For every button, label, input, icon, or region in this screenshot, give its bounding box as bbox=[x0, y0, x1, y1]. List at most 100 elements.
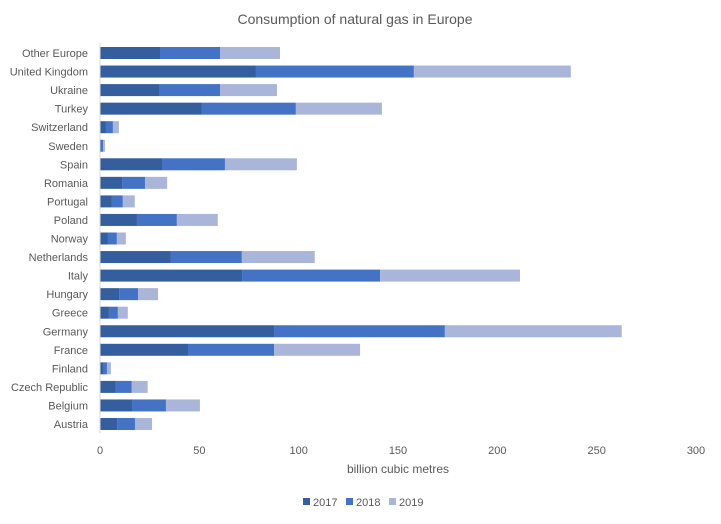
category-label: Italy bbox=[68, 271, 89, 283]
category-label: Romania bbox=[44, 178, 89, 190]
category-label: Netherlands bbox=[29, 252, 89, 264]
bar-norway-2019 bbox=[116, 232, 126, 245]
bar-italy-2018 bbox=[242, 269, 381, 282]
bar-finland-2019 bbox=[106, 362, 111, 375]
x-tick-label: 250 bbox=[587, 445, 605, 457]
bar-sweden-2019 bbox=[102, 139, 105, 152]
bar-sweden-2018 bbox=[100, 139, 103, 152]
bar-romania-2018 bbox=[122, 176, 146, 189]
bar-hungary-2017 bbox=[100, 288, 120, 301]
bar-united-kingdom-2019 bbox=[413, 65, 571, 78]
bar-germany-2019 bbox=[444, 325, 622, 338]
bar-spain-2019 bbox=[224, 158, 297, 171]
category-label: Norway bbox=[51, 234, 89, 246]
bar-portugal-2018 bbox=[111, 195, 123, 208]
bar-finland-2017 bbox=[100, 362, 103, 375]
bar-ukraine-2018 bbox=[159, 84, 220, 97]
bar-germany-2017 bbox=[100, 325, 275, 338]
bar-finland-2018 bbox=[102, 362, 107, 375]
chart-title: Consumption of natural gas in Europe bbox=[237, 11, 472, 27]
legend-label: 2017 bbox=[313, 497, 337, 509]
bar-turkey-2017 bbox=[100, 102, 202, 115]
category-label: Greece bbox=[52, 308, 88, 320]
bar-switzerland-2018 bbox=[105, 121, 113, 134]
bar-germany-2018 bbox=[274, 325, 445, 338]
category-label: United Kingdom bbox=[10, 67, 88, 79]
x-tick-label: 0 bbox=[97, 445, 103, 457]
bar-austria-2019 bbox=[134, 418, 153, 430]
bar-other-europe-2017 bbox=[100, 47, 160, 59]
bar-norway-2018 bbox=[107, 232, 117, 245]
x-tick-labels: 0 50 100 150 200 250 300 bbox=[97, 445, 705, 457]
bar-czech-republic-2019 bbox=[131, 380, 148, 393]
category-label: France bbox=[54, 345, 88, 357]
bar-italy-2017 bbox=[100, 269, 243, 282]
bar-czech-republic-2018 bbox=[115, 380, 132, 393]
bar-turkey-2019 bbox=[295, 102, 382, 115]
x-tick-label: 150 bbox=[389, 445, 407, 457]
x-tick-label: 50 bbox=[193, 445, 205, 457]
category-label: Spain bbox=[60, 159, 88, 171]
bar-poland-2018 bbox=[136, 213, 177, 226]
legend-label: 2018 bbox=[356, 497, 380, 509]
bar-poland-2019 bbox=[176, 213, 218, 226]
bar-norway-2017 bbox=[100, 232, 108, 245]
x-tick-label: 100 bbox=[289, 445, 307, 457]
bar-poland-2017 bbox=[100, 213, 137, 226]
bar-france-2018 bbox=[188, 343, 275, 356]
bar-netherlands-2019 bbox=[241, 251, 315, 264]
category-label: Turkey bbox=[55, 104, 89, 116]
bar-belgium-2018 bbox=[131, 399, 166, 412]
bar-united-kingdom-2017 bbox=[100, 65, 256, 78]
bar-france-2017 bbox=[100, 343, 189, 356]
bar-spain-2018 bbox=[161, 158, 225, 171]
bar-united-kingdom-2018 bbox=[255, 65, 414, 78]
bar-switzerland-2019 bbox=[112, 121, 119, 134]
category-label: Hungary bbox=[46, 289, 88, 301]
bar-belgium-2019 bbox=[165, 399, 200, 412]
bar-czech-republic-2017 bbox=[100, 380, 116, 393]
bar-romania-2017 bbox=[100, 176, 123, 189]
legend: 2017 2018 2019 bbox=[303, 497, 423, 509]
bar-austria-2017 bbox=[100, 418, 118, 430]
bar-greece-2018 bbox=[108, 306, 118, 319]
legend-swatch-2017 bbox=[303, 498, 310, 505]
bar-netherlands-2018 bbox=[170, 251, 242, 264]
bar-netherlands-2017 bbox=[100, 251, 171, 264]
bar-portugal-2017 bbox=[100, 195, 112, 208]
category-label: Germany bbox=[43, 326, 89, 338]
bar-greece-2019 bbox=[117, 306, 128, 319]
bar-spain-2017 bbox=[100, 158, 162, 171]
bar-belgium-2017 bbox=[100, 399, 132, 412]
bar-greece-2017 bbox=[100, 306, 109, 319]
bar-ukraine-2017 bbox=[100, 84, 160, 97]
legend-swatch-2018 bbox=[346, 498, 353, 505]
bar-portugal-2019 bbox=[122, 195, 135, 208]
bar-ukraine-2019 bbox=[219, 84, 278, 97]
bar-france-2019 bbox=[274, 343, 361, 356]
category-label: Sweden bbox=[48, 141, 88, 153]
bar-switzerland-2017 bbox=[100, 121, 106, 134]
category-label: Austria bbox=[54, 419, 89, 431]
category-labels: Austria Belgium Czech Republic Finland Franc… bbox=[10, 48, 89, 431]
bar-hungary-2019 bbox=[138, 288, 159, 301]
bar-italy-2019 bbox=[380, 269, 520, 282]
category-label: Portugal bbox=[47, 196, 88, 208]
bar-other-europe-2019 bbox=[219, 47, 280, 59]
x-axis-label: billion cubic metres bbox=[347, 462, 449, 476]
x-tick-label: 200 bbox=[488, 445, 506, 457]
bar-turkey-2018 bbox=[201, 102, 296, 115]
x-tick-label: 300 bbox=[687, 445, 705, 457]
bars-group bbox=[100, 47, 622, 430]
bar-romania-2019 bbox=[145, 176, 168, 189]
category-label: Czech Republic bbox=[11, 382, 89, 394]
bar-hungary-2018 bbox=[119, 288, 139, 301]
legend-swatch-2019 bbox=[389, 498, 396, 505]
category-label: Belgium bbox=[48, 400, 88, 412]
category-label: Poland bbox=[54, 215, 88, 227]
legend-label: 2019 bbox=[399, 497, 423, 509]
bar-austria-2018 bbox=[117, 418, 135, 430]
category-label: Switzerland bbox=[31, 122, 88, 134]
category-label: Ukraine bbox=[50, 85, 88, 97]
